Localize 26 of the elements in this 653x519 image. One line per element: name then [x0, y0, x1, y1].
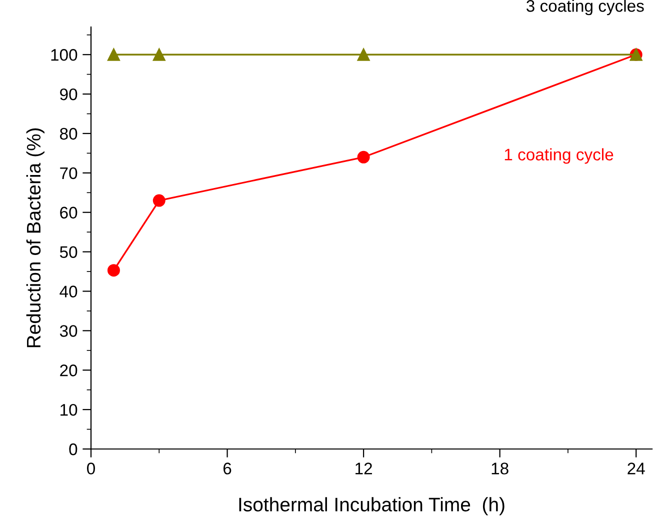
- y-tick-label: 0: [69, 443, 78, 456]
- text: 3 coating cycles: [526, 0, 644, 16]
- x-tick-label: 12: [356, 462, 372, 474]
- x-tick-label: 18: [492, 462, 508, 474]
- x-axis-title: Isothermal Incubation Time (h): [239, 497, 504, 516]
- point: [107, 48, 120, 61]
- y-tick-label: 100: [51, 49, 78, 61]
- x-tick-label: 6: [223, 462, 232, 474]
- y-tick-label: 90: [60, 88, 78, 100]
- y-tick-label: 20: [60, 364, 78, 376]
- x-tick-label: 24: [628, 462, 645, 474]
- point: [357, 150, 370, 164]
- point: [152, 48, 166, 61]
- y-axis-title: Reduction of Bacteria (%): [26, 128, 44, 348]
- y-tick-label: 50: [60, 246, 78, 258]
- y-tick-label: 40: [60, 286, 78, 298]
- y-tick-label: 10: [60, 404, 78, 416]
- x-tick-label: 0: [87, 462, 95, 474]
- point: [107, 264, 120, 277]
- point: [357, 48, 370, 61]
- y-tick-label: 70: [60, 167, 78, 180]
- text: 1 coating cycle: [504, 148, 614, 164]
- y-tick-label: 60: [60, 206, 78, 219]
- point: [152, 194, 166, 207]
- y-tick-label: 30: [60, 325, 78, 337]
- y-tick-label: 80: [60, 128, 78, 140]
